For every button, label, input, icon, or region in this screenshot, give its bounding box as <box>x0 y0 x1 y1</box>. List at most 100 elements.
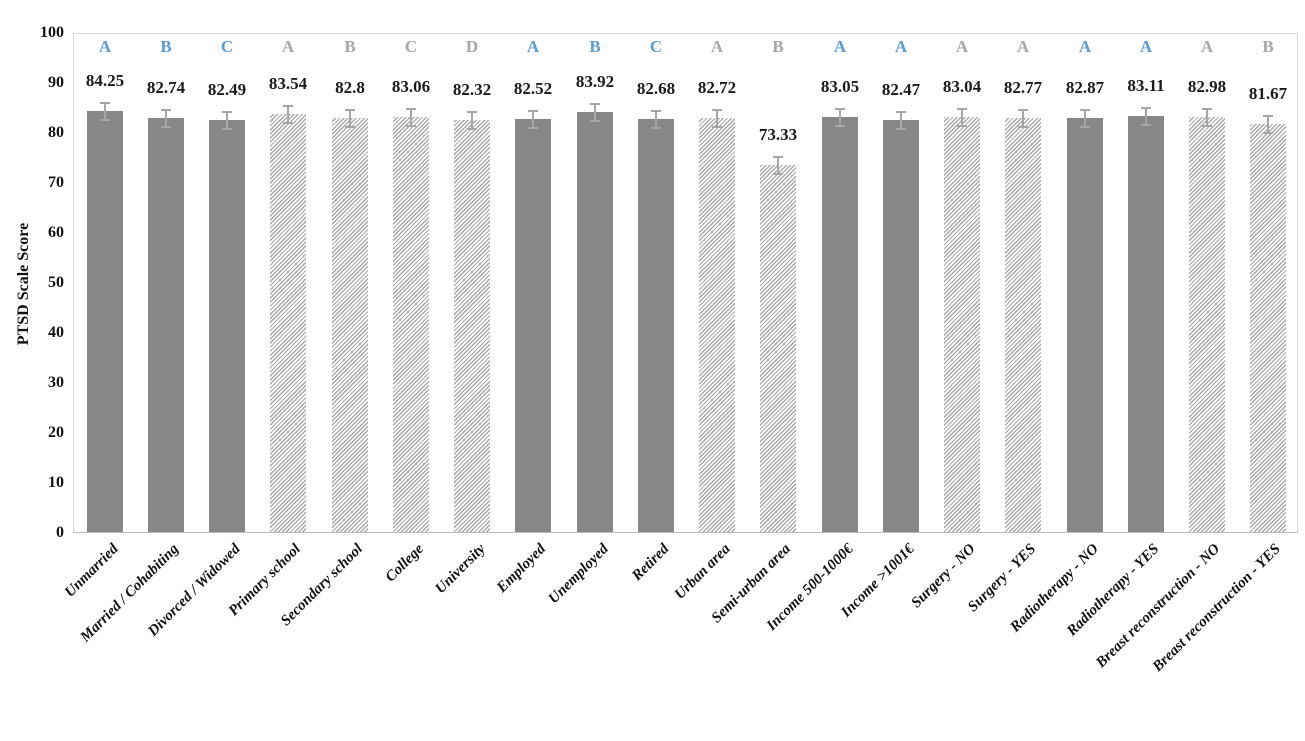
error-bar-top-cap <box>161 109 171 111</box>
value-label: 83.92 <box>575 72 615 91</box>
bar-surgery-no <box>944 117 980 532</box>
error-bar-top-cap <box>283 105 293 107</box>
y-tick-label: 50 <box>48 274 64 291</box>
bar-radiotherapy-yes <box>1128 116 1164 532</box>
error-bar-top-cap <box>1018 109 1028 111</box>
x-axis-label-urban-area: Urban area <box>671 541 734 603</box>
x-axis-label-retired: Retired <box>629 541 673 585</box>
bar-employed <box>515 119 551 532</box>
error-bar-line <box>594 103 596 122</box>
significance-letter: A <box>281 37 295 56</box>
y-tick-label: 0 <box>56 524 64 541</box>
error-bar-line <box>410 108 412 127</box>
error-bar-top-cap <box>1141 107 1151 109</box>
bar-university <box>454 120 490 532</box>
value-label: 82.68 <box>636 79 676 98</box>
value-label: 82.72 <box>697 78 737 97</box>
error-bar-line <box>1145 107 1147 126</box>
bar-urban-area <box>699 118 735 532</box>
significance-letter: B <box>160 37 172 56</box>
value-label: 82.8 <box>335 78 365 97</box>
value-label: 82.52 <box>513 79 553 98</box>
bar-college <box>393 117 429 532</box>
bar-primary-school <box>270 114 306 532</box>
value-label: 84.25 <box>85 71 125 90</box>
error-bar-line <box>900 111 902 130</box>
error-bar-line <box>1206 108 1208 127</box>
value-label: 83.54 <box>268 74 308 93</box>
error-bar-bottom-cap <box>161 126 171 128</box>
bar-married-cohabiting <box>148 118 184 532</box>
error-bar-bottom-cap <box>896 128 906 130</box>
error-bar-bottom-cap <box>283 122 293 124</box>
error-bar-bottom-cap <box>651 127 661 129</box>
value-label: 83.06 <box>391 77 431 96</box>
error-bar-line <box>1022 109 1024 128</box>
significance-letter: A <box>1078 37 1092 56</box>
significance-letter: A <box>710 37 724 56</box>
y-tick-label: 80 <box>48 124 64 141</box>
plot-area: A 84.25 B 82.74 C 82.49 A 83.54 B 82.8 C 83.06 D 82.3… <box>73 33 1298 533</box>
y-tick-label: 30 <box>48 374 64 391</box>
error-bar-line <box>165 109 167 128</box>
bar-retired <box>638 119 674 532</box>
error-bar-top-cap <box>651 110 661 112</box>
error-bar-top-cap <box>712 109 722 111</box>
bar-secondary-school <box>332 118 368 532</box>
x-axis-label-unemployed: Unemployed <box>545 541 612 608</box>
significance-letter: B <box>1262 37 1274 56</box>
bar-breast-reconstruction-no <box>1189 117 1225 532</box>
bar-breast-reconstruction-yes <box>1250 124 1286 532</box>
value-label: 83.11 <box>1127 76 1165 95</box>
error-bar-top-cap <box>467 111 477 113</box>
value-label: 81.67 <box>1248 84 1288 103</box>
value-label: 82.32 <box>452 80 492 99</box>
error-bar-line <box>777 156 779 175</box>
bar-surgery-yes <box>1005 118 1041 532</box>
value-label: 83.05 <box>820 77 860 96</box>
error-bar-top-cap <box>528 110 538 112</box>
error-bar-top-cap <box>957 108 967 110</box>
error-bar-bottom-cap <box>406 125 416 127</box>
bar-unemployed <box>577 112 613 532</box>
error-bar-line <box>1084 109 1086 128</box>
significance-letter: C <box>404 37 418 56</box>
error-bar-bottom-cap <box>1263 132 1273 134</box>
error-bar-top-cap <box>773 156 783 158</box>
value-label: 82.98 <box>1187 77 1227 96</box>
error-bar-bottom-cap <box>712 126 722 128</box>
error-bar-top-cap <box>100 102 110 104</box>
x-axis-label-unmarried: Unmarried <box>61 541 122 601</box>
error-bar-bottom-cap <box>957 125 967 127</box>
error-bar-bottom-cap <box>345 126 355 128</box>
significance-letter: A <box>955 37 969 56</box>
significance-letter: A <box>894 37 908 56</box>
bar-unmarried <box>87 111 123 532</box>
error-bar-line <box>104 102 106 121</box>
error-bar-bottom-cap <box>100 119 110 121</box>
error-bar-line <box>349 109 351 128</box>
y-tick-label: 100 <box>40 24 64 41</box>
significance-letter: A <box>526 37 540 56</box>
y-tick-label: 70 <box>48 174 64 191</box>
significance-letter: A <box>1016 37 1030 56</box>
error-bar-top-cap <box>835 108 845 110</box>
error-bar-bottom-cap <box>222 128 232 130</box>
bar-income-1001 <box>883 120 919 532</box>
value-label: 82.49 <box>207 80 247 99</box>
error-bar-line <box>287 105 289 124</box>
value-label: 73.33 <box>758 125 798 144</box>
bar-semi-urban-area <box>760 165 796 532</box>
significance-letter: D <box>465 37 479 56</box>
error-bar-top-cap <box>1202 108 1212 110</box>
error-bar-line <box>1267 115 1269 134</box>
bar-income-500-1000 <box>822 117 858 532</box>
x-axis-label-employed: Employed <box>494 541 550 596</box>
significance-letter: A <box>833 37 847 56</box>
value-label: 82.87 <box>1065 78 1105 97</box>
error-bar-top-cap <box>406 108 416 110</box>
error-bar-bottom-cap <box>835 125 845 127</box>
error-bar-line <box>716 109 718 128</box>
y-tick-label: 40 <box>48 324 64 341</box>
